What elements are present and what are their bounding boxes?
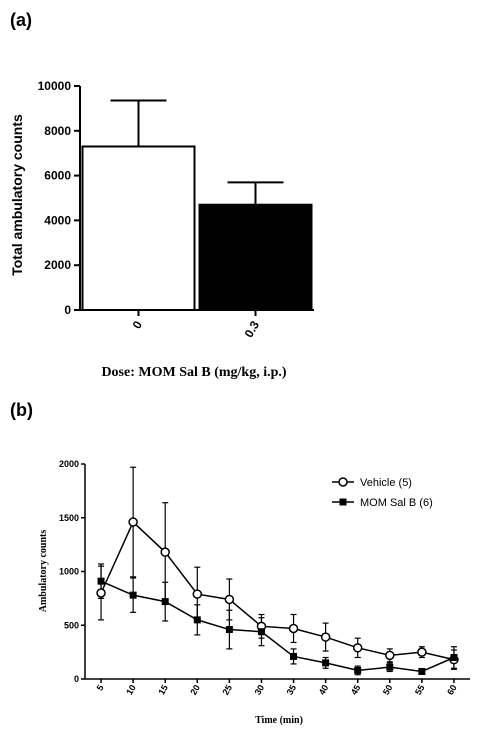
chart-b-point-mom-sal-b	[386, 663, 394, 671]
chart-a-y-tick-label: 6000	[44, 169, 71, 183]
chart-b-point-mom-sal-b	[225, 626, 233, 634]
chart-b-legend: Vehicle (5) MOM Sal B (6)	[332, 477, 433, 509]
chart-a-x-tick-label: 0	[130, 318, 146, 331]
chart-b-x-tick-label: 45	[349, 683, 363, 697]
chart-a: Total ambulatory counts Dose: MOM Sal B …	[9, 79, 314, 380]
chart-b-x-tick-label: 50	[381, 683, 395, 697]
chart-a-y-tick-label: 0	[64, 303, 71, 317]
chart-b-series-line	[100, 580, 455, 673]
chart-a-bar	[81, 145, 196, 311]
chart-b: Ambulatory counts Time (min) Vehicle (5)…	[38, 459, 470, 726]
chart-b-x-tick-label: 55	[413, 683, 427, 697]
chart-a-x-axis-title: Dose: MOM Sal B (mg/kg, i.p.)	[101, 365, 286, 380]
chart-a-y-tick-label: 2000	[44, 258, 71, 272]
chart-a-y-axis-title: Total ambulatory counts	[9, 114, 25, 276]
chart-b-point-mom-sal-b	[354, 666, 362, 674]
chart-b-x-tick-label: 25	[220, 683, 234, 697]
chart-b-x-tick-label: 30	[253, 683, 267, 697]
chart-b-y-tick-label: 1500	[59, 513, 79, 523]
chart-b-y-tick-label: 1000	[59, 567, 79, 577]
chart-b-legend-marker	[338, 477, 348, 487]
chart-b-point-mom-sal-b	[418, 667, 426, 675]
chart-b-x-axis-title: Time (min)	[255, 715, 303, 726]
chart-b-point-vehicle	[224, 594, 235, 605]
chart-b-point-vehicle	[128, 517, 138, 527]
chart-b-point-mom-sal-b	[161, 598, 169, 606]
chart-b-x-tick-label: 40	[317, 683, 331, 697]
chart-b-x-tick-label: 5	[95, 683, 106, 692]
panel-a-label: (a)	[10, 10, 32, 30]
chart-a-x-tick-label: 0.3	[242, 318, 263, 340]
chart-b-x-tick-label: 10	[124, 683, 138, 697]
chart-b-point-vehicle	[385, 650, 395, 661]
chart-b-x-tick-label: 20	[188, 683, 202, 697]
chart-b-point-vehicle	[96, 588, 106, 598]
chart-a-y-tick-label: 10000	[38, 79, 72, 93]
chart-a-y-tick-label: 4000	[44, 213, 71, 227]
chart-b-point-mom-sal-b	[322, 659, 330, 667]
chart-b-point-vehicle	[160, 547, 170, 557]
chart-b-y-axis-title: Ambulatory counts	[38, 530, 49, 613]
chart-b-y-tick-label: 2000	[59, 459, 79, 469]
chart-b-point-vehicle	[320, 632, 331, 642]
chart-b-x-tick-label: 60	[445, 683, 459, 697]
chart-b-point-vehicle	[288, 623, 299, 634]
chart-b-point-vehicle	[192, 589, 203, 599]
chart-a-y-tick-label: 8000	[44, 124, 71, 138]
chart-b-legend-label: Vehicle (5)	[360, 477, 412, 489]
chart-b-point-mom-sal-b	[290, 652, 298, 660]
chart-b-x-tick-label: 15	[156, 683, 170, 697]
chart-b-x-tick-label: 35	[285, 683, 299, 697]
chart-b-point-mom-sal-b	[97, 577, 105, 585]
chart-b-point-mom-sal-b	[450, 654, 458, 661]
chart-b-point-vehicle	[417, 647, 427, 657]
chart-b-series-line	[100, 520, 455, 661]
chart-b-y-tick-label: 500	[64, 620, 79, 630]
chart-b-point-mom-sal-b	[129, 591, 137, 599]
panel-b-label: (b)	[10, 400, 33, 420]
chart-a-bar	[198, 203, 313, 311]
chart-b-point-vehicle	[352, 643, 363, 653]
chart-b-y-tick-label: 0	[74, 674, 79, 684]
chart-b-legend-label: MOM Sal B (6)	[360, 497, 433, 509]
chart-b-legend-marker	[339, 498, 347, 506]
chart-b-point-mom-sal-b	[257, 628, 265, 636]
chart-b-point-mom-sal-b	[193, 616, 201, 624]
